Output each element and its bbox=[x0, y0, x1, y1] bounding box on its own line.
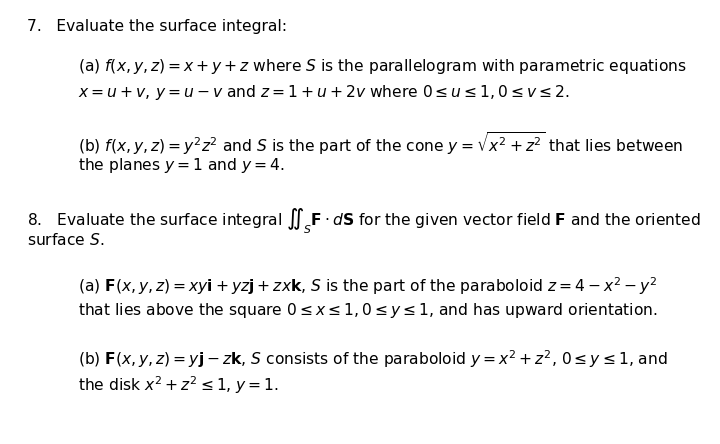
Text: (a) $f(x, y, z) = x + y + z$ where $S$ is the parallelogram with parametric equa: (a) $f(x, y, z) = x + y + z$ where $S$ i… bbox=[78, 57, 686, 76]
Text: 7.   Evaluate the surface integral:: 7. Evaluate the surface integral: bbox=[27, 19, 287, 34]
Text: (b) $f(x, y, z) = y^2z^2$ and $S$ is the part of the cone $y = \sqrt{x^2 + z^2}$: (b) $f(x, y, z) = y^2z^2$ and $S$ is the… bbox=[78, 131, 683, 158]
Text: that lies above the square $0 \leq x \leq 1, 0 \leq y \leq 1$, and has upward or: that lies above the square $0 \leq x \le… bbox=[78, 301, 657, 320]
Text: (b) $\mathbf{F}(x, y, z) = y\mathbf{j} - z\mathbf{k}$, $S$ consists of the parab: (b) $\mathbf{F}(x, y, z) = y\mathbf{j} -… bbox=[78, 349, 667, 370]
Text: the disk $x^2 + z^2 \leq 1$, $y = 1.$: the disk $x^2 + z^2 \leq 1$, $y = 1.$ bbox=[78, 374, 279, 396]
Text: the planes $y = 1$ and $y = 4.$: the planes $y = 1$ and $y = 4.$ bbox=[78, 156, 284, 175]
Text: $x = u + v,\, y = u - v$ and $z = 1 + u + 2v$ where $0 \leq u \leq 1, 0 \leq v \: $x = u + v,\, y = u - v$ and $z = 1 + u … bbox=[78, 83, 570, 102]
Text: (a) $\mathbf{F}(x, y, z) = xy\mathbf{i} + yz\mathbf{j} + zx\mathbf{k}$, $S$ is t: (a) $\mathbf{F}(x, y, z) = xy\mathbf{i} … bbox=[78, 275, 657, 297]
Text: 8.   Evaluate the surface integral $\iint_S \mathbf{F} \cdot d\mathbf{S}$ for th: 8. Evaluate the surface integral $\iint_… bbox=[27, 206, 701, 236]
Text: surface $S$.: surface $S$. bbox=[27, 232, 104, 248]
